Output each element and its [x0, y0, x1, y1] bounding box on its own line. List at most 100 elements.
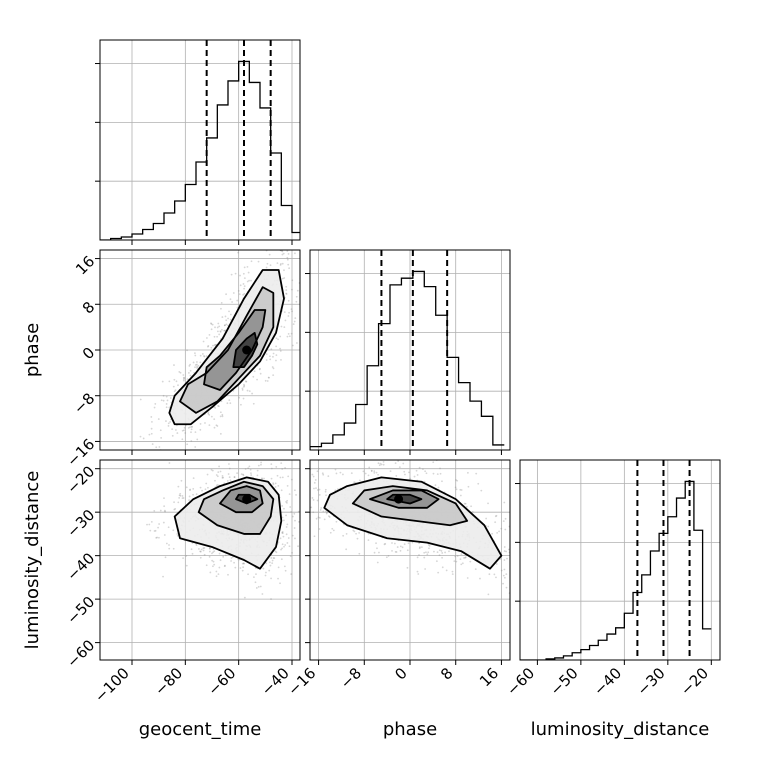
sample-point — [466, 471, 469, 474]
sample-point — [353, 481, 356, 483]
sample-point — [202, 547, 205, 550]
sample-point — [318, 516, 321, 519]
sample-point — [293, 527, 296, 529]
sample-point — [268, 253, 271, 256]
sample-point — [252, 375, 255, 378]
sample-point — [169, 421, 171, 423]
sample-point — [467, 485, 470, 488]
sample-point — [220, 307, 222, 310]
sample-point — [320, 507, 323, 509]
sample-point — [389, 470, 392, 473]
sample-point — [176, 534, 179, 537]
sample-point — [185, 554, 188, 557]
sample-point — [362, 470, 365, 473]
sample-point — [438, 549, 441, 552]
sample-point — [445, 569, 448, 572]
sample-point — [345, 532, 348, 535]
sample-point — [286, 335, 289, 338]
sample-point — [242, 474, 245, 477]
sample-point — [403, 543, 406, 546]
sample-point — [293, 489, 296, 492]
sample-point — [288, 545, 291, 548]
sample-point — [439, 467, 441, 470]
sample-point — [302, 491, 304, 493]
sample-point — [207, 411, 210, 414]
sample-point — [277, 338, 279, 341]
sample-point — [215, 570, 218, 573]
sample-point — [204, 488, 207, 491]
sample-point — [406, 566, 409, 569]
sample-point — [459, 488, 462, 491]
sample-point — [291, 288, 293, 291]
sample-point — [370, 469, 373, 472]
x-tick-label: 0 — [391, 664, 410, 683]
sample-point — [209, 547, 211, 550]
sample-point — [260, 461, 263, 464]
sample-point — [157, 418, 160, 420]
sample-point — [502, 582, 504, 585]
sample-point — [437, 571, 440, 574]
sample-point — [236, 472, 239, 475]
sample-point — [190, 548, 193, 551]
sample-point — [453, 560, 456, 563]
sample-point — [321, 472, 324, 475]
sample-point — [295, 494, 297, 496]
sample-point — [287, 315, 290, 317]
sample-point — [364, 472, 367, 475]
sample-point — [496, 531, 499, 534]
sample-point — [189, 488, 192, 491]
sample-point — [305, 314, 307, 316]
sample-point — [281, 277, 284, 280]
sample-point — [258, 368, 261, 371]
sample-point — [197, 364, 200, 367]
sample-point — [150, 432, 153, 435]
sample-point — [194, 431, 197, 434]
sample-point — [272, 374, 275, 377]
sample-point — [163, 505, 166, 508]
sample-point — [185, 486, 188, 489]
sample-point — [184, 432, 187, 434]
sample-point — [218, 566, 221, 569]
sample-point — [160, 437, 163, 439]
sample-point — [297, 510, 300, 513]
sample-point — [194, 352, 196, 355]
sample-point — [228, 310, 230, 313]
sample-point — [149, 529, 152, 532]
sample-point — [294, 519, 296, 522]
sample-point — [272, 557, 275, 559]
sample-point — [188, 499, 190, 502]
sample-point — [288, 311, 290, 314]
sample-point — [426, 553, 429, 556]
sample-point — [243, 384, 246, 387]
sample-point — [355, 532, 357, 535]
sample-point — [514, 568, 516, 570]
sample-point — [270, 477, 273, 480]
sample-point — [175, 429, 177, 431]
sample-point — [296, 289, 299, 292]
sample-point — [216, 425, 219, 427]
sample-point — [246, 445, 248, 447]
y-tick-label: 0 — [79, 344, 98, 363]
sample-point — [291, 515, 294, 518]
sample-point — [378, 551, 380, 554]
sample-point — [189, 426, 191, 429]
sample-point — [264, 574, 267, 577]
sample-point — [419, 546, 421, 549]
sample-point — [200, 548, 203, 551]
scatter-panel-geocent-time-vs-luminosity-distance — [99, 445, 301, 661]
sample-point — [487, 593, 490, 596]
sample-point — [139, 435, 142, 438]
sample-point — [286, 542, 289, 544]
sample-point — [174, 508, 177, 510]
density-peak — [242, 345, 252, 355]
sample-point — [246, 265, 249, 268]
sample-point — [233, 476, 236, 479]
sample-point — [339, 471, 342, 474]
sample-point — [175, 466, 177, 468]
sample-point — [164, 510, 166, 513]
sample-point — [500, 527, 503, 530]
sample-point — [263, 477, 265, 480]
sample-point — [150, 427, 153, 430]
sample-point — [358, 552, 361, 555]
